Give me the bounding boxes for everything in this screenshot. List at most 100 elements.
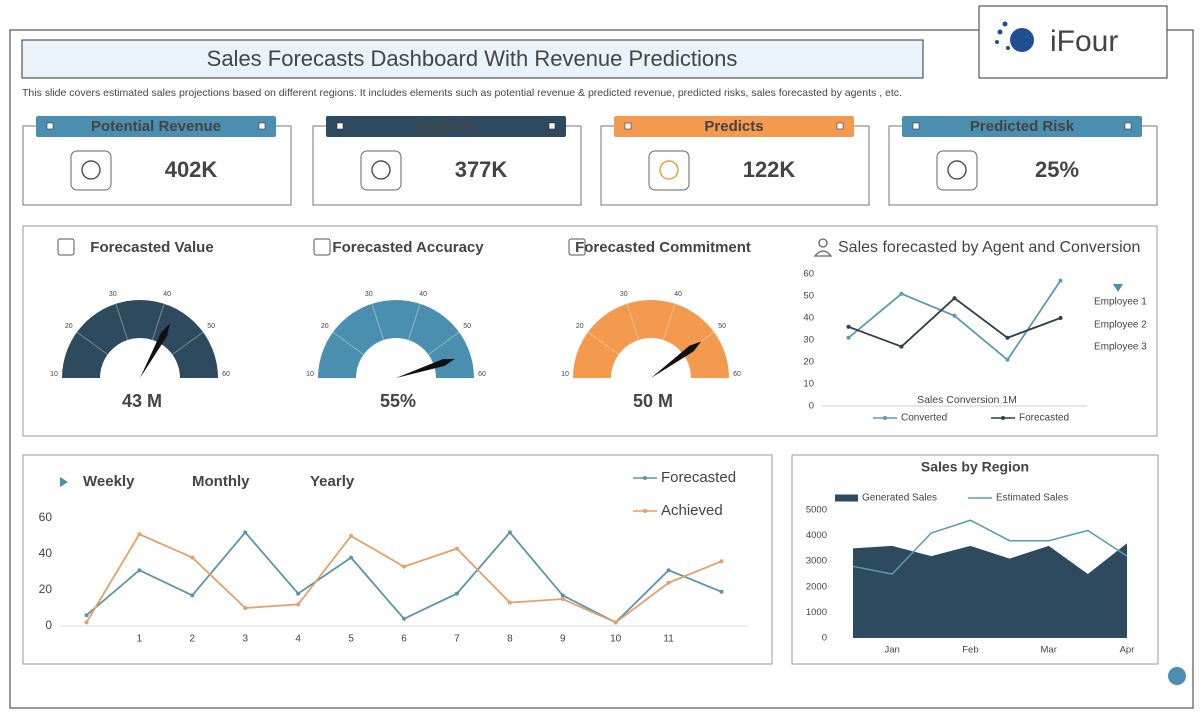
kpi-header [902, 116, 1142, 137]
gauge-title: Forecasted Accuracy [332, 239, 484, 256]
y-tick-label: 30 [803, 335, 814, 346]
gauge-tick [172, 331, 204, 355]
kpi-header-dot [336, 122, 344, 130]
y-tick-label: 1000 [806, 607, 827, 618]
point [1058, 316, 1063, 320]
kpi-icon [648, 150, 690, 191]
kpi-value: 122K [743, 157, 796, 182]
annotation: Employee 2 [1094, 320, 1147, 331]
agent-icon [813, 238, 833, 257]
gauge-tick-label: 30 [109, 291, 117, 298]
y-tick-label: 20 [39, 582, 53, 596]
point [296, 602, 301, 607]
gauge-tick-label: 50 [463, 323, 471, 330]
gauge-tick [428, 331, 460, 355]
gauge-tick [76, 331, 108, 355]
subtitle: This slide covers estimated sales projec… [22, 87, 902, 99]
gauge-tick-label: 40 [674, 291, 682, 298]
gauge-tick-label: 30 [365, 291, 373, 298]
x-tick-label: 2 [190, 634, 196, 645]
x-tick-label: 8 [507, 634, 513, 645]
gauge-icon [568, 238, 586, 256]
kpi-header-dot [258, 122, 266, 130]
y-tick-label: 20 [803, 357, 814, 368]
gauge-tick [115, 303, 129, 341]
point [190, 555, 195, 560]
y-tick-label: 4000 [806, 530, 827, 541]
gauge-tick [151, 303, 165, 341]
y-tick-label: 2000 [806, 581, 827, 592]
kpi-icon [70, 150, 112, 191]
point [666, 580, 671, 585]
annotation: Employee 3 [1094, 342, 1147, 353]
gauge-tick-label: 60 [478, 371, 486, 378]
kpi-value: 402K [165, 157, 218, 182]
logo-icon [995, 21, 1034, 52]
gauge-title: Forecasted Value [90, 239, 213, 256]
kpi-card [22, 125, 292, 206]
logo-text: iFour [1050, 25, 1118, 58]
point [402, 616, 406, 621]
gauge-tick-label: 50 [207, 323, 215, 330]
x-tick-label: 10 [610, 634, 622, 645]
kpi-card [600, 125, 870, 206]
point [952, 296, 957, 301]
x-axis-title: Sales Conversion 1M [917, 394, 1017, 406]
gauge-tick-label: 10 [561, 371, 569, 378]
kpi-header-dot [836, 122, 844, 130]
gauge-title: Forecasted Commitment [575, 239, 751, 256]
gauge-tick [587, 331, 619, 355]
gauge-needle [651, 341, 702, 378]
point [719, 559, 724, 564]
point [613, 620, 618, 625]
gauge-tick-label: 20 [321, 323, 329, 330]
annotation: Employee 1 [1094, 297, 1147, 308]
point [402, 564, 406, 569]
title-box [21, 39, 924, 79]
y-tick-label: 10 [803, 379, 814, 390]
y-tick-label: 0 [822, 633, 827, 644]
legend-marker [1113, 284, 1123, 292]
point [454, 546, 459, 551]
point [899, 291, 904, 296]
gauge-value: 55% [380, 391, 416, 411]
kpi-header [36, 116, 276, 137]
y-tick-label: 0 [45, 618, 52, 632]
kpi-label: Potential Revenue [91, 118, 221, 135]
gauge-tick [626, 303, 640, 341]
kpi-icon [936, 150, 978, 191]
x-tick-label: 6 [401, 634, 407, 645]
legend-label: Forecasted [661, 469, 736, 486]
point [349, 534, 354, 538]
gauge-tick-label: 60 [733, 371, 741, 378]
kpi-header [326, 116, 566, 137]
point [84, 620, 89, 625]
y-tick-label: 3000 [806, 556, 827, 567]
gauge-tick-label: 60 [222, 371, 230, 378]
point [1005, 357, 1010, 362]
legend-label: Generated Sales [862, 493, 937, 504]
kpi-header-dot [46, 122, 54, 130]
point [560, 597, 565, 601]
gauge-tick [662, 303, 676, 341]
kpi-value: 25% [1035, 157, 1079, 182]
gauge-arc [62, 300, 218, 378]
y-tick-label: 60 [803, 269, 814, 280]
slide-frame [9, 29, 1194, 709]
kpi-label: Predicts [704, 118, 763, 135]
point [560, 593, 565, 598]
y-tick-label: 40 [39, 546, 53, 560]
gauge-tick-label: 10 [306, 371, 314, 378]
kpi-icon-glyph [371, 160, 391, 180]
kpi-header-dot [1124, 122, 1132, 130]
kpi-label: Predicted Risk [970, 118, 1075, 135]
tab: Monthly [192, 473, 250, 490]
gauge-tick-label: 30 [620, 291, 628, 298]
point [846, 335, 851, 340]
gauge-tick [407, 303, 421, 341]
gauge-arc [573, 300, 729, 378]
tab: Weekly [83, 473, 135, 490]
point [719, 589, 724, 594]
trend-panel [22, 454, 773, 665]
